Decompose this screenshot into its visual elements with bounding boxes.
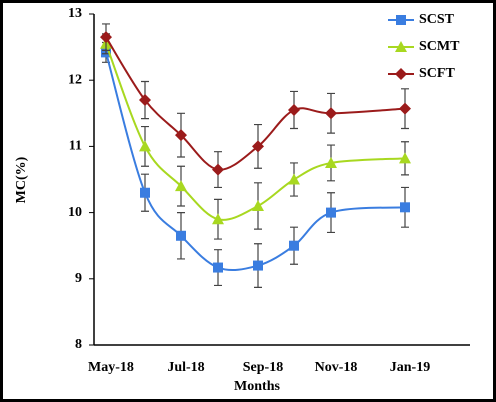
marker xyxy=(252,199,264,211)
marker xyxy=(326,207,336,218)
y-tick-label: 8 xyxy=(75,337,82,352)
y-axis-label: MC(%) xyxy=(14,156,29,203)
marker xyxy=(212,213,224,225)
marker xyxy=(212,163,224,176)
marker xyxy=(399,152,411,164)
x-tick-label: Jan-19 xyxy=(390,360,430,375)
marker xyxy=(252,140,264,153)
marker xyxy=(399,102,411,115)
marker xyxy=(400,202,410,213)
marker xyxy=(175,180,187,192)
marker xyxy=(325,107,337,120)
x-tick-label: Sep-18 xyxy=(243,360,283,375)
marker xyxy=(139,94,151,107)
y-tick-label: 13 xyxy=(68,6,82,21)
legend-marker xyxy=(395,41,407,52)
marker xyxy=(253,260,263,271)
y-tick-label: 12 xyxy=(68,72,82,87)
marker xyxy=(140,187,150,198)
marker xyxy=(175,129,187,142)
legend-label: SCMT xyxy=(419,39,460,54)
marker xyxy=(139,140,151,152)
marker xyxy=(289,240,299,251)
legend-marker xyxy=(396,15,406,25)
legend-marker xyxy=(395,68,407,80)
x-tick-label: May-18 xyxy=(88,360,134,375)
marker xyxy=(325,156,337,168)
legend-label: SCST xyxy=(419,12,455,27)
x-axis-label: Months xyxy=(234,379,280,394)
x-tick-label: Jul-18 xyxy=(167,360,204,375)
y-tick-label: 11 xyxy=(69,139,82,154)
legend-label: SCFT xyxy=(419,66,455,81)
x-tick-label: Nov-18 xyxy=(315,360,358,375)
marker xyxy=(288,173,300,185)
y-tick-label: 9 xyxy=(75,271,82,286)
marker xyxy=(176,230,186,241)
marker xyxy=(213,262,223,273)
y-tick-label: 10 xyxy=(68,205,82,220)
marker xyxy=(100,31,112,44)
marker xyxy=(288,103,300,116)
